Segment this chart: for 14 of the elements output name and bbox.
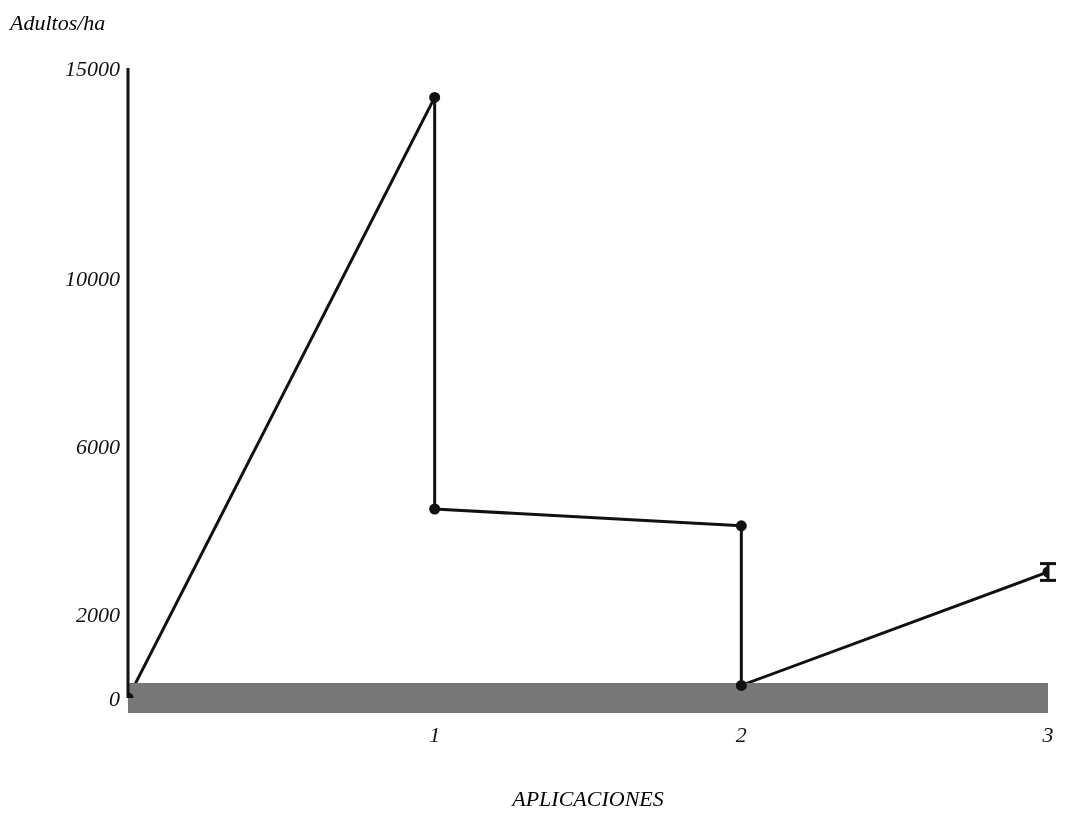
x-tick-label: 3	[1041, 721, 1054, 747]
y-tick-label: 15000	[65, 55, 120, 81]
point	[735, 520, 747, 532]
x-axis-title: APLICACIONES	[510, 786, 665, 812]
x-tick-label: 2	[735, 721, 747, 747]
y-tick-label: 6000	[76, 433, 120, 459]
point	[735, 679, 747, 691]
y-axis-title: Adultos/ha	[10, 10, 106, 36]
point	[429, 91, 441, 103]
y-tick-label: 0	[109, 685, 120, 711]
x-tick-label: 1	[429, 721, 441, 747]
y-tick-label: 2000	[76, 601, 120, 627]
point	[429, 503, 441, 515]
y-tick-label: 10000	[65, 265, 120, 291]
